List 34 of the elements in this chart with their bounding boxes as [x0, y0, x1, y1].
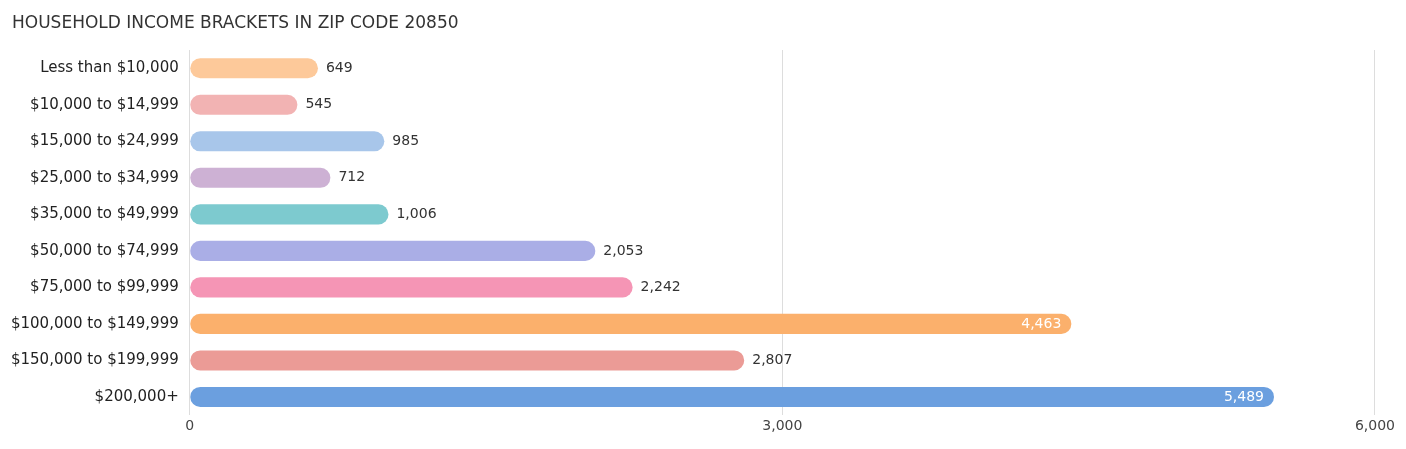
- bar: [190, 94, 298, 115]
- data-label: 649: [325, 58, 353, 75]
- y-tick-label: $75,000 to $99,999: [30, 277, 179, 296]
- data-label: 2,242: [640, 278, 681, 295]
- bar: [190, 240, 596, 261]
- y-tick-label: $150,000 to $199,999: [10, 350, 179, 369]
- data-label: 2,807: [752, 351, 793, 368]
- bar: [190, 131, 385, 152]
- bar: [190, 386, 1275, 407]
- data-label: 4,463: [1021, 314, 1062, 331]
- chart-title: HOUSEHOLD INCOME BRACKETS IN ZIP CODE 20850: [11, 11, 460, 34]
- x-tick-label: 3,000: [762, 417, 803, 434]
- bar: [190, 313, 1072, 334]
- data-label: 1,006: [396, 204, 437, 221]
- bar: [190, 277, 633, 298]
- data-label: 985: [392, 131, 420, 148]
- y-tick-label: $100,000 to $149,999: [10, 313, 179, 332]
- data-label: 2,053: [603, 241, 644, 258]
- y-tick-label: $15,000 to $24,999: [30, 131, 179, 150]
- data-label: 712: [338, 168, 366, 185]
- x-tick-label: 0: [185, 417, 195, 434]
- y-tick-label: Less than $10,000: [40, 58, 179, 77]
- y-tick-label: $50,000 to $74,999: [30, 240, 179, 259]
- y-tick-label: $10,000 to $14,999: [30, 94, 179, 113]
- bar: [190, 350, 745, 371]
- x-tick-label: 6,000: [1354, 417, 1396, 434]
- data-label: 545: [305, 95, 333, 112]
- y-tick-label: $25,000 to $34,999: [30, 167, 179, 186]
- bar: [190, 204, 389, 225]
- y-tick-label: $200,000+: [94, 386, 179, 405]
- data-label: 5,489: [1223, 387, 1265, 404]
- bar: [190, 167, 331, 188]
- y-tick-label: $35,000 to $49,999: [30, 204, 179, 223]
- bar: [190, 58, 318, 79]
